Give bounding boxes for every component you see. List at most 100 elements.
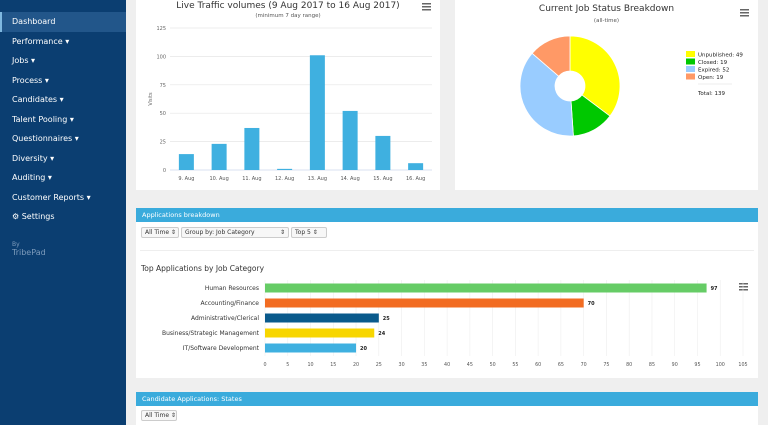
x-tick-label: 35 bbox=[421, 362, 427, 368]
x-tick-label: 65 bbox=[558, 362, 564, 368]
pie-chart-subtitle: (all-time) bbox=[593, 18, 620, 24]
chart-menu-icon[interactable] bbox=[740, 9, 749, 17]
legend-label-open: Open: 19 bbox=[698, 75, 724, 81]
x-tick-label: 10 bbox=[307, 362, 313, 368]
sidebar-item-talentpooling[interactable]: Talent Pooling ▾ bbox=[12, 114, 74, 124]
bar-accountingfinance bbox=[265, 298, 584, 308]
legend-swatch bbox=[686, 66, 695, 72]
x-tick-label: 30 bbox=[399, 362, 405, 368]
y-axis-label: Visits bbox=[148, 92, 154, 106]
bar-9Aug bbox=[178, 154, 194, 170]
category-label: Accounting/Finance bbox=[201, 300, 260, 307]
select-arrow-icon: ⇕ bbox=[279, 229, 285, 236]
pie-slice-unpublished bbox=[569, 35, 621, 117]
bar-humanresources bbox=[265, 283, 707, 293]
x-tick-label: 15. Aug bbox=[373, 176, 392, 182]
time-range-select[interactable]: All Time ⇕ bbox=[141, 227, 179, 238]
pie-slice-open bbox=[531, 35, 571, 77]
bar-administrativeclerical bbox=[265, 313, 379, 323]
y-tick-label: 125 bbox=[156, 26, 166, 32]
bar-businessstrategicmanagement bbox=[265, 328, 375, 338]
legend-label-expired: Expired: 52 bbox=[698, 68, 729, 74]
y-tick-label: 50 bbox=[160, 111, 166, 117]
x-tick-label: 15 bbox=[330, 362, 336, 368]
x-tick-label: 5 bbox=[286, 362, 289, 368]
y-tick-label: 75 bbox=[160, 83, 166, 89]
chart-menu-icon[interactable] bbox=[739, 283, 748, 291]
bar-14Aug bbox=[342, 110, 358, 170]
x-tick-label: 11. Aug bbox=[242, 176, 261, 182]
traffic-chart-subtitle: (minimum 7 day range) bbox=[255, 13, 321, 19]
sidebar-item-questionnaires[interactable]: Questionnaires ▾ bbox=[12, 134, 79, 143]
x-tick-label: 105 bbox=[738, 362, 747, 368]
legend-swatch bbox=[686, 51, 695, 57]
x-tick-label: 100 bbox=[716, 362, 725, 368]
category-label: IT/Software Development bbox=[183, 345, 260, 352]
traffic-chart-title: Live Traffic volumes (9 Aug 2017 to 16 A… bbox=[176, 1, 400, 11]
hbar-chart-title: Top Applications by Job Category bbox=[141, 264, 265, 273]
category-label: Business/Strategic Management bbox=[162, 330, 260, 337]
candidate-panel-body bbox=[136, 406, 758, 425]
x-tick-label: 75 bbox=[603, 362, 609, 368]
x-tick-label: 50 bbox=[490, 362, 496, 368]
x-tick-label: 40 bbox=[444, 362, 450, 368]
x-tick-label: 25 bbox=[376, 362, 382, 368]
sidebar: Dashboard Performance ▾ Jobs ▾ Process ▾ Can… bbox=[0, 0, 126, 425]
top-n-select[interactable]: Top 5 ⇕ bbox=[291, 227, 327, 238]
bar-13Aug bbox=[309, 55, 325, 170]
sidebar-item-candidates[interactable]: Candidates ▾ bbox=[12, 95, 64, 104]
x-tick-label: 14. Aug bbox=[340, 176, 359, 182]
bar-15Aug bbox=[375, 135, 391, 170]
y-tick-label: 100 bbox=[156, 54, 166, 60]
data-label: 20 bbox=[360, 346, 367, 352]
legend-swatch bbox=[686, 73, 695, 80]
category-label: Human Resources bbox=[205, 285, 259, 292]
pie-slice-expired bbox=[519, 52, 574, 137]
bar-16Aug bbox=[408, 163, 424, 170]
x-tick-label: 0 bbox=[263, 362, 266, 368]
bar-12Aug bbox=[277, 168, 293, 170]
x-tick-label: 70 bbox=[581, 362, 587, 368]
x-tick-label: 16. Aug bbox=[406, 176, 425, 182]
live-traffic-card: Live Traffic volumes (9 Aug 2017 to 16 A… bbox=[136, 0, 440, 190]
data-label: 25 bbox=[383, 316, 390, 322]
x-tick-label: 20 bbox=[353, 362, 359, 368]
tribepad-logo[interactable]: TribePad bbox=[12, 247, 46, 257]
pie-chart-title: Current Job Status Breakdown bbox=[538, 4, 675, 14]
x-tick-label: 95 bbox=[694, 362, 700, 368]
candidate-panel-header: Candidate Applications: States bbox=[136, 392, 758, 406]
bar-11Aug bbox=[244, 127, 260, 170]
sidebar-item-settings[interactable]: ⚙ Settings bbox=[12, 212, 55, 221]
sidebar-item-performance[interactable]: Performance ▾ bbox=[12, 36, 70, 46]
legend-label-closed: Closed: 19 bbox=[698, 60, 728, 66]
y-tick-label: 0 bbox=[163, 168, 166, 174]
x-tick-label: 55 bbox=[512, 362, 518, 368]
sidebar-item-dashboard[interactable]: Dashboard bbox=[0, 12, 126, 32]
sidebar-item-diversity[interactable]: Diversity ▾ bbox=[12, 153, 55, 163]
sidebar-item-jobs[interactable]: Jobs ▾ bbox=[12, 56, 36, 65]
legend-swatch bbox=[686, 58, 695, 65]
sidebar-item-auditing[interactable]: Auditing ▾ bbox=[12, 173, 52, 182]
x-tick-label: 9. Aug bbox=[178, 176, 194, 182]
x-tick-label: 80 bbox=[626, 362, 632, 368]
group-by-value: Group by: Job Category bbox=[185, 229, 255, 236]
data-label: 97 bbox=[711, 286, 718, 292]
x-tick-label: 12. Aug bbox=[275, 176, 294, 182]
candidate-time-select[interactable]: All Time ⇕ bbox=[141, 410, 177, 421]
sidebar-item-customerreports[interactable]: Customer Reports ▾ bbox=[12, 192, 91, 202]
x-tick-label: 45 bbox=[467, 362, 473, 368]
pie-total: Total: 139 bbox=[697, 91, 725, 97]
by-label: By bbox=[12, 240, 20, 248]
divider bbox=[140, 250, 754, 251]
group-by-select[interactable]: Group by: Job Category ⇕ bbox=[181, 227, 289, 238]
y-tick-label: 25 bbox=[160, 140, 166, 146]
chart-menu-icon[interactable] bbox=[422, 3, 431, 11]
bar-10Aug bbox=[211, 143, 227, 170]
x-tick-label: 13. Aug bbox=[308, 176, 327, 182]
applications-chart: 0 5 10 15 20 25 30 35 40 45 50 55 60 65 70 75 80 85 90 95 10… bbox=[162, 280, 748, 368]
sidebar-item-process[interactable]: Process ▾ bbox=[12, 75, 49, 85]
legend-label-unpublished: Unpublished: 49 bbox=[698, 53, 743, 59]
category-label: Administrative/Clerical bbox=[191, 315, 259, 322]
bar-itsoftwaredevelopment bbox=[265, 343, 357, 353]
